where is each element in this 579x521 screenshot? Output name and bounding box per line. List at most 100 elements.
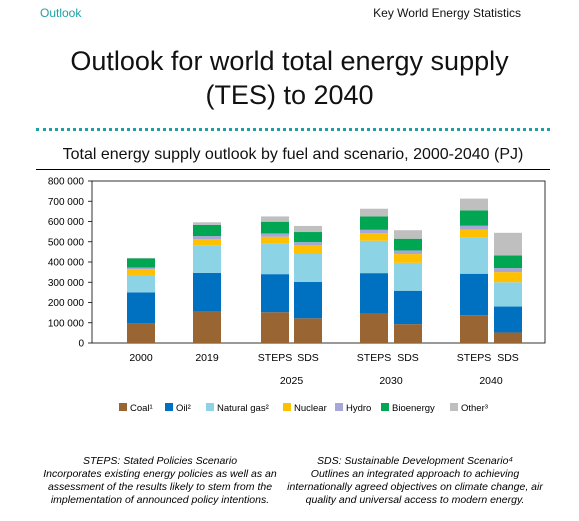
bar-segment bbox=[494, 232, 522, 256]
legend-swatch bbox=[206, 403, 214, 411]
bar-segment bbox=[494, 268, 522, 273]
x-category-label: SDS bbox=[297, 352, 319, 364]
x-category-label: SDS bbox=[397, 352, 419, 364]
page-title: Outlook for world total energy supply (T… bbox=[0, 44, 579, 112]
bar-segment bbox=[294, 245, 322, 254]
bar-segment bbox=[127, 323, 155, 343]
bar-segment bbox=[360, 208, 388, 217]
bar-segment bbox=[360, 240, 388, 274]
bar-segment bbox=[193, 236, 221, 240]
bar-segment bbox=[460, 225, 488, 230]
bar-segment bbox=[494, 332, 522, 343]
bar-segment bbox=[394, 254, 422, 263]
bar-segment bbox=[127, 274, 155, 293]
steps-footnote-body: Incorporates existing energy policies as… bbox=[43, 468, 277, 506]
legend-label: Other³ bbox=[461, 403, 488, 414]
y-tick-label: 200 000 bbox=[48, 298, 85, 309]
sds-footnote-body: Outlines an integrated approach to achie… bbox=[287, 468, 543, 506]
y-tick-label: 700 000 bbox=[48, 197, 85, 208]
bar-segment bbox=[261, 274, 289, 313]
legend-swatch bbox=[119, 403, 127, 411]
bar-segment bbox=[294, 242, 322, 246]
x-category-label: STEPS bbox=[457, 352, 491, 364]
bar-segment bbox=[494, 255, 522, 269]
bar-segment bbox=[261, 312, 289, 343]
bar-segment bbox=[360, 313, 388, 343]
bar-segment bbox=[394, 324, 422, 343]
legend-swatch bbox=[335, 403, 343, 411]
x-group-label: 2040 bbox=[479, 375, 503, 387]
bar-segment bbox=[193, 239, 221, 246]
bar-segment bbox=[360, 233, 388, 241]
bar-segment bbox=[193, 311, 221, 343]
section-label: Outlook bbox=[40, 6, 82, 20]
legend-label: Natural gas² bbox=[217, 403, 269, 414]
legend-label: Hydro bbox=[346, 403, 371, 414]
bar-segment bbox=[261, 236, 289, 244]
y-tick-label: 400 000 bbox=[48, 258, 85, 269]
page-title-line-2: (TES) to 2040 bbox=[205, 80, 374, 110]
legend-swatch bbox=[165, 403, 173, 411]
bar-segment bbox=[394, 238, 422, 251]
bar-segment bbox=[394, 250, 422, 255]
x-category-label: STEPS bbox=[258, 352, 292, 364]
x-group-label: 2025 bbox=[280, 375, 304, 387]
bar-segment bbox=[261, 233, 289, 237]
bar-segment bbox=[460, 237, 488, 274]
bar-segment bbox=[127, 269, 155, 275]
bar-segment bbox=[394, 230, 422, 239]
bar-segment bbox=[294, 318, 322, 343]
bar-segment bbox=[360, 229, 388, 234]
bar-segment bbox=[294, 281, 322, 319]
bar-segment bbox=[193, 224, 221, 237]
bar-segment bbox=[294, 253, 322, 282]
bar-segment bbox=[394, 290, 422, 325]
bar-segment bbox=[127, 258, 155, 268]
bar-segment bbox=[127, 292, 155, 324]
bar-segment bbox=[261, 221, 289, 234]
legend-label: Coal¹ bbox=[130, 403, 153, 414]
y-tick-label: 300 000 bbox=[48, 278, 85, 289]
page-header: Outlook Key World Energy Statistics bbox=[0, 0, 579, 26]
chart-title: Total energy supply outlook by fuel and … bbox=[62, 146, 524, 163]
steps-footnote-heading: STEPS: Stated Policies Scenario bbox=[82, 455, 238, 467]
bar-segment bbox=[360, 273, 388, 314]
chart-title-underline bbox=[36, 169, 550, 170]
bar-segment bbox=[294, 232, 322, 243]
legend-swatch bbox=[283, 403, 291, 411]
sds-footnote: SDS: Sustainable Development Scenario⁴ O… bbox=[285, 455, 545, 507]
steps-footnote: STEPS: Stated Policies Scenario Incorpor… bbox=[30, 455, 290, 507]
x-group-label: 2030 bbox=[379, 375, 403, 387]
bar-segment bbox=[261, 216, 289, 222]
legend-label: Nuclear bbox=[294, 403, 327, 414]
x-category-label: SDS bbox=[497, 352, 519, 364]
bar-segment bbox=[460, 210, 488, 226]
bar-segment bbox=[360, 216, 388, 230]
bar-segment bbox=[193, 245, 221, 273]
bar-segment bbox=[460, 229, 488, 238]
bar-segment bbox=[494, 282, 522, 307]
legend-swatch bbox=[450, 403, 458, 411]
bar-segment bbox=[494, 306, 522, 333]
bar-segment bbox=[494, 272, 522, 283]
legend-label: Bioenergy bbox=[392, 403, 435, 414]
bar-segment bbox=[394, 262, 422, 291]
bar-segment bbox=[460, 315, 488, 343]
bar-segment bbox=[193, 222, 221, 225]
bar-segment bbox=[294, 225, 322, 233]
bar-segment bbox=[460, 273, 488, 316]
bar-segment bbox=[460, 198, 488, 211]
sds-footnote-heading: SDS: Sustainable Development Scenario⁴ bbox=[317, 455, 513, 467]
x-category-label: 2019 bbox=[195, 352, 219, 364]
document-title: Key World Energy Statistics bbox=[373, 6, 521, 20]
legend-swatch bbox=[381, 403, 389, 411]
dotted-divider bbox=[36, 128, 550, 131]
x-category-label: STEPS bbox=[357, 352, 391, 364]
page-title-line-1: Outlook for world total energy supply bbox=[70, 46, 509, 76]
x-category-label: 2000 bbox=[129, 352, 153, 364]
stacked-bar-chart: 0 100 000 200 000 300 000 400 000 500 000 600 … bbox=[48, 177, 546, 414]
bar-segment bbox=[193, 272, 221, 312]
legend-label: Oil² bbox=[176, 403, 191, 414]
y-tick-label: 600 000 bbox=[48, 217, 85, 228]
y-tick-label: 500 000 bbox=[48, 237, 85, 248]
